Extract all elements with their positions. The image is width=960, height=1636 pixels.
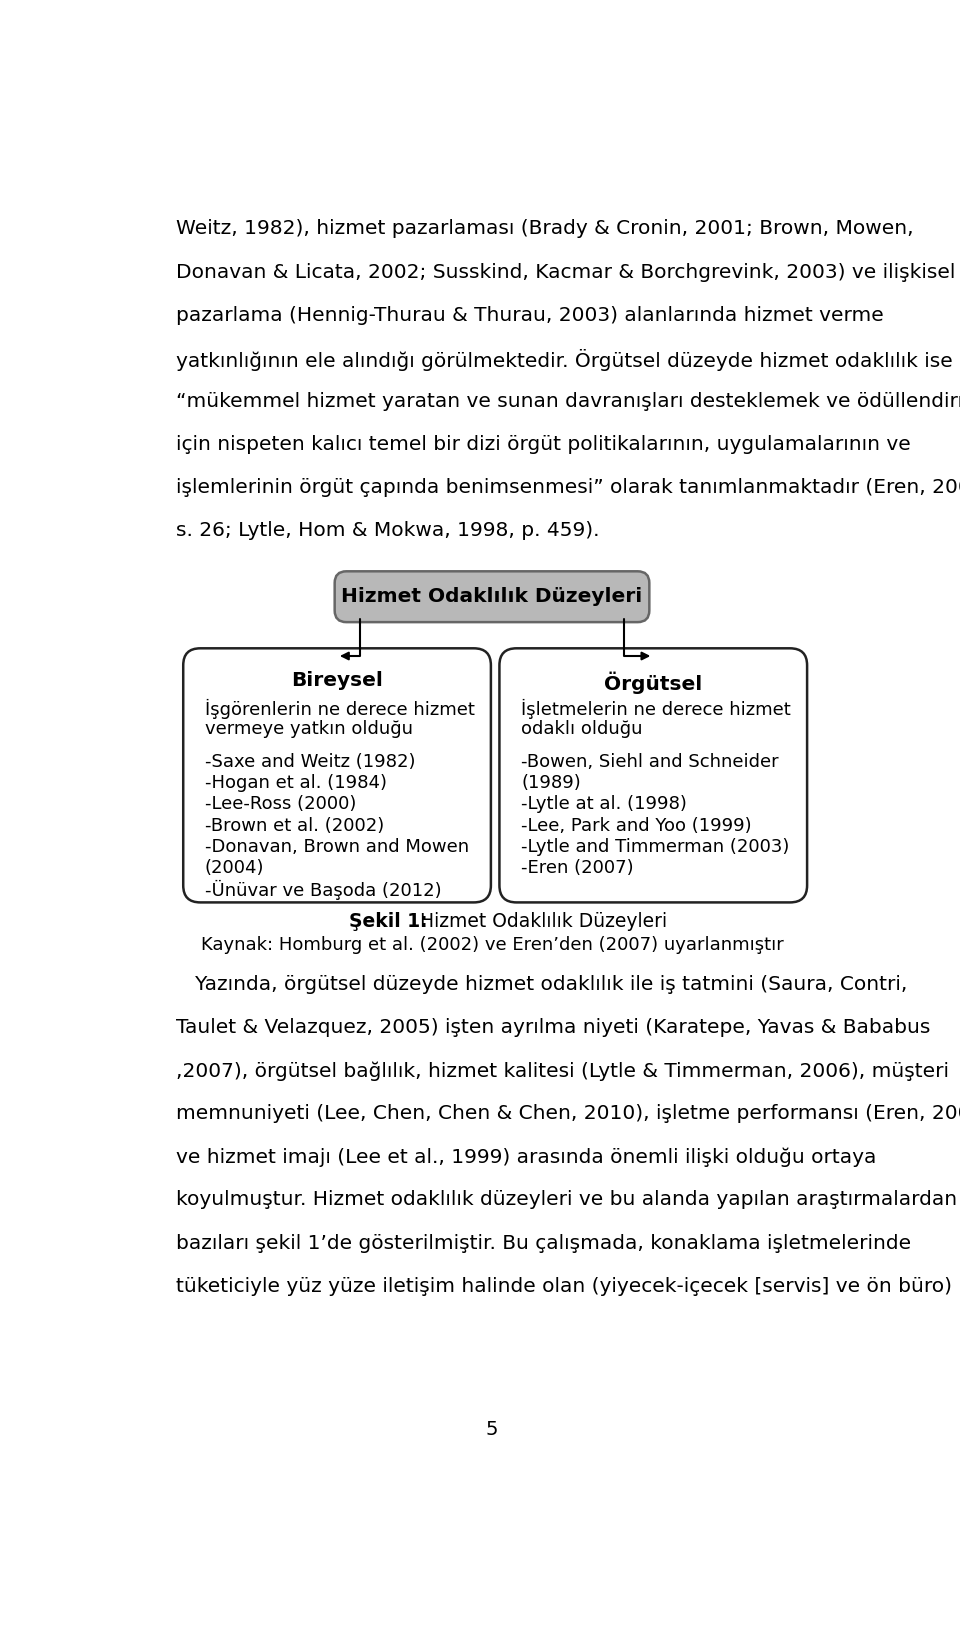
Text: -Saxe and Weitz (1982): -Saxe and Weitz (1982): [204, 753, 416, 771]
Text: -Lytle at al. (1998): -Lytle at al. (1998): [521, 795, 687, 813]
Text: odaklı olduğu: odaklı olduğu: [521, 720, 642, 738]
Text: pazarlama (Hennig-Thurau & Thurau, 2003) alanlarında hizmet verme: pazarlama (Hennig-Thurau & Thurau, 2003)…: [176, 306, 883, 324]
FancyBboxPatch shape: [335, 571, 649, 622]
Text: için nispeten kalıcı temel bir dizi örgüt politikalarının, uygulamalarının ve: için nispeten kalıcı temel bir dizi örgü…: [176, 435, 910, 455]
Text: Donavan & Licata, 2002; Susskind, Kacmar & Borchgrevink, 2003) ve ilişkisel: Donavan & Licata, 2002; Susskind, Kacmar…: [176, 262, 955, 281]
Text: (2004): (2004): [204, 859, 264, 877]
Text: vermeye yatkın olduğu: vermeye yatkın olduğu: [204, 720, 413, 738]
Text: (1989): (1989): [521, 774, 581, 792]
Text: -Eren (2007): -Eren (2007): [521, 859, 634, 877]
Text: -Ünüvar ve Başoda (2012): -Ünüvar ve Başoda (2012): [204, 880, 442, 900]
Text: s. 26; Lytle, Hom & Mokwa, 1998, p. 459).: s. 26; Lytle, Hom & Mokwa, 1998, p. 459)…: [176, 522, 599, 540]
Text: Şekil 1:: Şekil 1:: [349, 911, 428, 931]
Text: -Donavan, Brown and Mowen: -Donavan, Brown and Mowen: [204, 838, 469, 856]
Text: İşgörenlerin ne derece hizmet: İşgörenlerin ne derece hizmet: [204, 699, 475, 720]
Text: -Lytle and Timmerman (2003): -Lytle and Timmerman (2003): [521, 838, 789, 856]
Text: Hizmet Odaklılık Düzeyleri: Hizmet Odaklılık Düzeyleri: [342, 587, 642, 607]
FancyBboxPatch shape: [499, 648, 807, 903]
Text: “mükemmel hizmet yaratan ve sunan davranışları desteklemek ve ödüllendirmek: “mükemmel hizmet yaratan ve sunan davran…: [176, 393, 960, 411]
Text: İşletmelerin ne derece hizmet: İşletmelerin ne derece hizmet: [521, 699, 791, 720]
Text: ve hizmet imajı (Lee et al., 1999) arasında önemli ilişki olduğu ortaya: ve hizmet imajı (Lee et al., 1999) arası…: [176, 1147, 876, 1166]
Text: -Bowen, Siehl and Schneider: -Bowen, Siehl and Schneider: [521, 753, 779, 771]
Text: -Lee-Ross (2000): -Lee-Ross (2000): [204, 795, 356, 813]
Text: işlemlerinin örgüt çapında benimsenmesi” olarak tanımlanmaktadır (Eren, 2007,: işlemlerinin örgüt çapında benimsenmesi”…: [176, 478, 960, 497]
Text: Bireysel: Bireysel: [291, 671, 383, 690]
Text: koyulmuştur. Hizmet odaklılık düzeyleri ve bu alanda yapılan araştırmalardan: koyulmuştur. Hizmet odaklılık düzeyleri …: [176, 1191, 957, 1209]
Text: yatkınlığının ele alındığı görülmektedir. Örgütsel düzeyde hizmet odaklılık ise: yatkınlığının ele alındığı görülmektedir…: [176, 348, 952, 371]
Text: tüketiciyle yüz yüze iletişim halinde olan (yiyecek-içecek [servis] ve ön büro): tüketiciyle yüz yüze iletişim halinde ol…: [176, 1276, 951, 1296]
Text: Taulet & Velazquez, 2005) işten ayrılma niyeti (Karatepe, Yavas & Bababus: Taulet & Velazquez, 2005) işten ayrılma …: [176, 1018, 930, 1037]
Text: -Brown et al. (2002): -Brown et al. (2002): [204, 816, 384, 834]
Text: Hizmet Odaklılık Düzeyleri: Hizmet Odaklılık Düzeyleri: [415, 911, 667, 931]
Text: Weitz, 1982), hizmet pazarlaması (Brady & Cronin, 2001; Brown, Mowen,: Weitz, 1982), hizmet pazarlaması (Brady …: [176, 219, 913, 239]
Text: ,2007), örgütsel bağlılık, hizmet kalitesi (Lytle & Timmerman, 2006), müşteri: ,2007), örgütsel bağlılık, hizmet kalite…: [176, 1062, 948, 1080]
Text: Örgütsel: Örgütsel: [604, 671, 703, 694]
Text: Kaynak: Homburg et al. (2002) ve Eren’den (2007) uyarlanmıştır: Kaynak: Homburg et al. (2002) ve Eren’de…: [201, 936, 783, 954]
Text: memnuniyeti (Lee, Chen, Chen & Chen, 2010), işletme performansı (Eren, 2007): memnuniyeti (Lee, Chen, Chen & Chen, 201…: [176, 1104, 960, 1124]
Text: bazıları şekil 1’de gösterilmiştir. Bu çalışmada, konaklama işletmelerinde: bazıları şekil 1’de gösterilmiştir. Bu ç…: [176, 1234, 911, 1253]
Text: -Hogan et al. (1984): -Hogan et al. (1984): [204, 774, 387, 792]
FancyBboxPatch shape: [183, 648, 491, 903]
Text: Yazında, örgütsel düzeyde hizmet odaklılık ile iş tatmini (Saura, Contri,: Yazında, örgütsel düzeyde hizmet odaklıl…: [176, 975, 907, 993]
Text: -Lee, Park and Yoo (1999): -Lee, Park and Yoo (1999): [521, 816, 752, 834]
Text: 5: 5: [486, 1420, 498, 1440]
